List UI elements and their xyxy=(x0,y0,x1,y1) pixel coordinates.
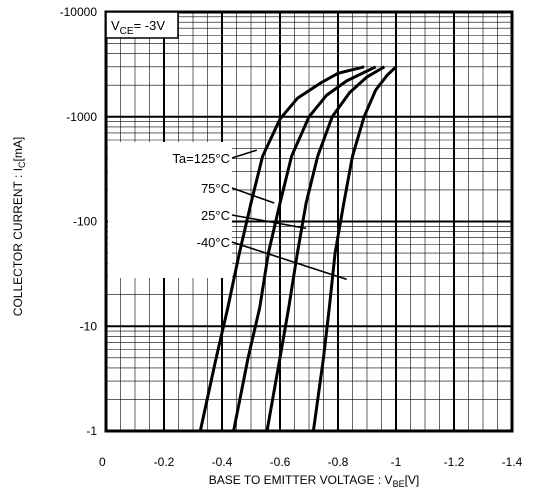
x-tick-label: -0.4 xyxy=(212,455,233,469)
y-tick-label: -10 xyxy=(80,319,98,333)
y-tick-label: -100 xyxy=(73,215,97,229)
series-curve xyxy=(198,65,365,432)
y-tick-label: -1000 xyxy=(66,110,97,124)
leader-line xyxy=(231,149,258,159)
axis-titles: BASE TO EMITTER VOLTAGE : VBE[V] COLLECTO… xyxy=(11,137,419,489)
x-tick-label: -0.8 xyxy=(328,455,349,469)
plot-frame xyxy=(104,10,514,433)
x-tick-label: -1.4 xyxy=(502,455,523,469)
annotation-leaders xyxy=(231,149,347,281)
tick-labels: -1 -10 -100 -1000 -10000 0 -0.2 -0.4 -0.6 -0.8 -1 -… xyxy=(60,5,523,469)
series-curve xyxy=(265,65,386,432)
condition-box-frame xyxy=(105,11,179,39)
x-tick-label: -0.2 xyxy=(154,455,175,469)
y-tick-label: -1 xyxy=(86,424,97,438)
series-label: -40°C xyxy=(197,235,230,250)
series-curve xyxy=(232,65,377,432)
x-tick-label: 0 xyxy=(99,455,106,469)
x-tick-label: -1.2 xyxy=(444,455,465,469)
series-label: 75°C xyxy=(201,181,230,196)
leader-line xyxy=(231,241,347,281)
series-curve xyxy=(311,65,398,432)
leader-line xyxy=(231,214,307,230)
series-label: Ta=125°C xyxy=(172,151,230,166)
y-tick-label: -10000 xyxy=(60,5,98,19)
x-tick-label: -1 xyxy=(391,455,402,469)
series-label: 25°C xyxy=(201,208,230,223)
plot-border xyxy=(104,10,514,433)
legend-box xyxy=(108,142,232,278)
leader-line xyxy=(231,187,275,204)
x-axis-title: BASE TO EMITTER VOLTAGE : VBE[V] xyxy=(209,473,420,489)
annotation-labels: Ta=125°C 75°C 25°C -40°C xyxy=(172,151,230,250)
curves xyxy=(198,65,398,432)
y-axis-title: COLLECTOR CURRENT : IC[mA] xyxy=(11,137,27,316)
legend-background xyxy=(108,142,232,278)
x-tick-label: -0.6 xyxy=(270,455,291,469)
condition-box: VCE= -3V xyxy=(105,11,179,39)
